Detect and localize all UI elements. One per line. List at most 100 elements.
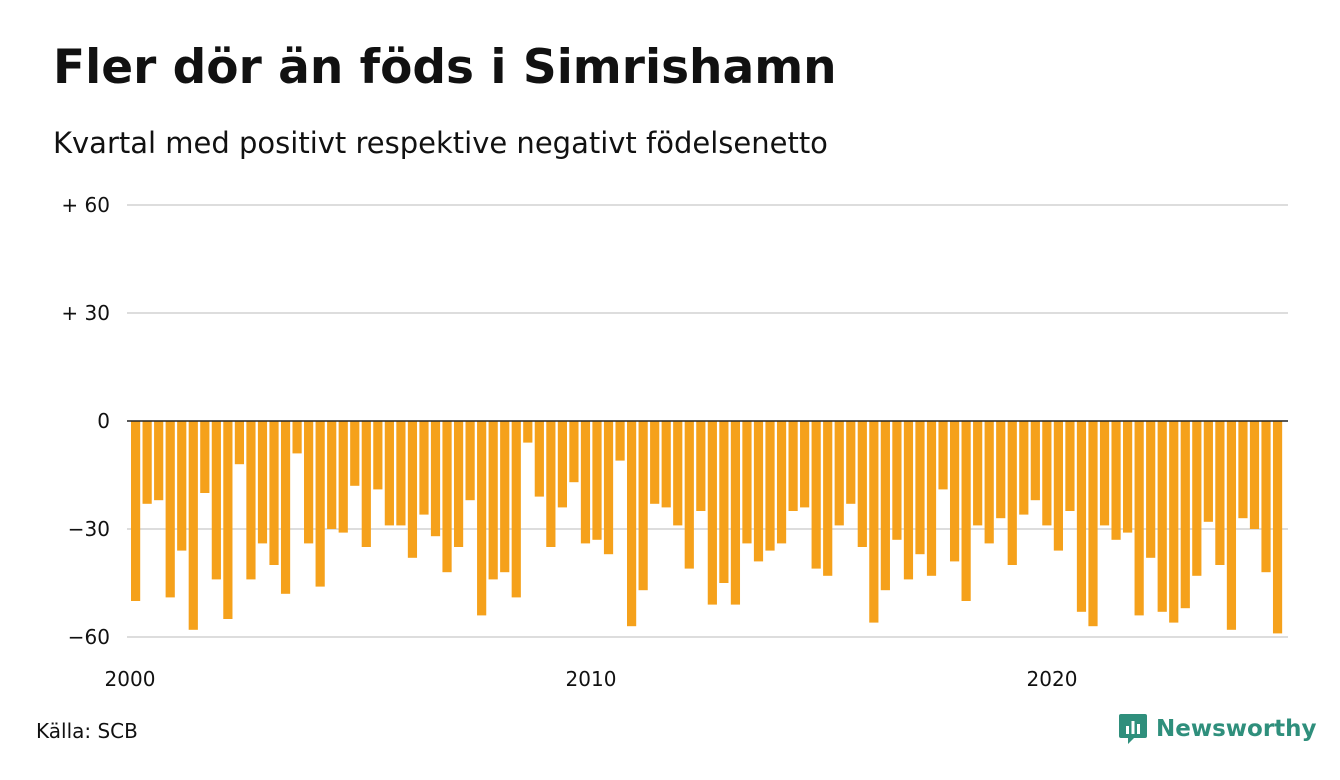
bar [926,421,937,576]
bar [396,421,406,526]
bar [488,421,498,580]
bar [1123,421,1133,533]
bar [811,421,821,569]
bars [131,421,1283,634]
bar [1215,421,1225,565]
y-tick-label: −60 [68,625,110,649]
bar [1180,421,1190,609]
page-title: Fler dör än föds i Simrishamn [53,40,837,95]
bar [1146,421,1156,558]
bar [477,421,487,616]
bar [327,421,337,529]
bar [234,421,245,465]
bar [373,421,383,490]
y-tick-label: + 60 [61,193,110,217]
bar [776,421,787,544]
bar [1111,421,1121,540]
bar [1203,421,1213,522]
newsworthy-logo-icon [1119,714,1147,744]
x-tick-label: 2000 [105,667,156,691]
y-axis-labels: + 60 + 30 0 −30 −60 [61,193,110,649]
bar [984,421,994,544]
bar [1226,421,1237,630]
x-tick-label: 2010 [566,667,617,691]
bar [1192,421,1202,576]
bar [511,421,521,598]
bar [1065,421,1075,511]
bar [903,421,914,580]
bar [534,421,544,497]
bar [188,421,198,630]
bar [1042,421,1052,526]
page-subtitle: Kvartal med positivt respektive negativt… [53,126,828,160]
bar [165,421,175,598]
bar [200,421,210,493]
bar [1249,421,1260,529]
bar [938,421,948,490]
bar [557,421,567,508]
bar [430,421,441,537]
bar [177,421,187,551]
bar [996,421,1006,519]
bar [223,421,233,619]
bar-chart: + 60 + 30 0 −30 −60 2000 2010 2020 [61,193,1288,691]
bar [880,421,890,591]
bar [315,421,325,587]
bar [638,421,648,591]
bar [407,421,418,558]
bar [1272,421,1283,634]
bar [961,421,971,601]
bar [696,421,706,511]
bar [1157,421,1167,612]
bar [1053,421,1063,551]
bar [453,421,464,547]
bar [131,421,141,601]
bar [823,421,833,576]
bar [1088,421,1098,627]
x-axis-labels: 2000 2010 2020 [105,667,1078,691]
bar [615,421,625,461]
bar [661,421,671,508]
bar [592,421,602,540]
bar [350,421,360,486]
bar [846,421,856,504]
bar [569,421,579,483]
bar [580,421,591,544]
bar [211,421,221,580]
bar [384,421,394,526]
bar [650,421,660,504]
bar [753,421,764,562]
bar [834,421,844,526]
bar [419,421,429,515]
bar [603,421,614,555]
bar [500,421,510,573]
bar [892,421,902,540]
bar [1019,421,1029,515]
bar [465,421,475,501]
bar [442,421,452,573]
bar [869,421,879,623]
bar [523,421,533,443]
bar [304,421,314,544]
bar [292,421,302,454]
bar [280,421,291,594]
brand-logo[interactable]: Newsworthy [1118,712,1317,746]
bar [546,421,556,547]
source-note: Källa: SCB [36,719,138,743]
bar [627,421,637,627]
bar [1007,421,1017,565]
bar [338,421,348,533]
bar [269,421,279,565]
bar [1169,421,1179,623]
y-tick-label: 0 [97,409,110,433]
bar [719,421,729,583]
bar [1261,421,1271,573]
bar [361,421,371,547]
bar [800,421,810,508]
bar [1030,421,1040,501]
y-tick-label: −30 [68,517,110,541]
bar [742,421,752,544]
bar [673,421,683,526]
bar [765,421,775,551]
bar [142,421,152,504]
